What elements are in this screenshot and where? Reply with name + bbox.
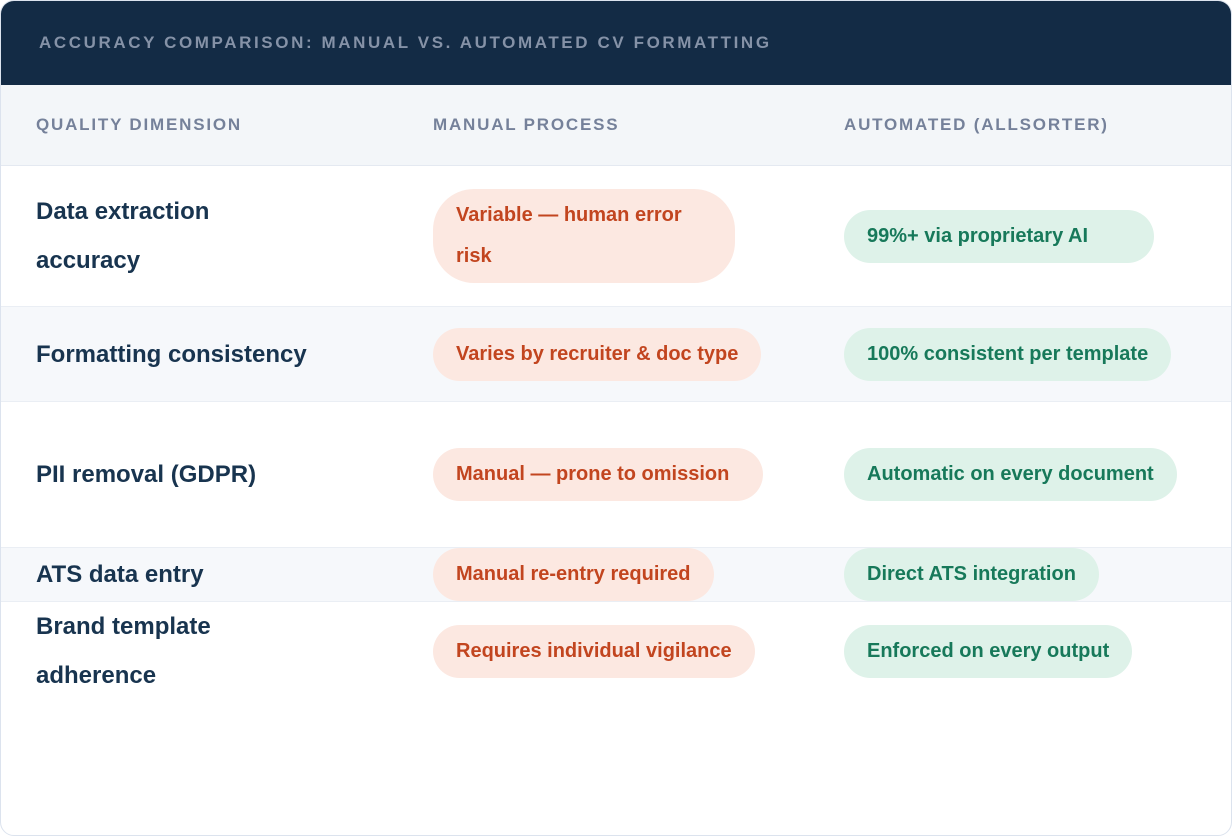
table-row: PII removal (GDPR) Manual — prone to omi…	[1, 401, 1231, 547]
automated-value-pill: 99%+ via proprietary AI	[844, 209, 1154, 263]
dimension-label: PII removal (GDPR)	[36, 461, 257, 488]
table-row: Brand template adherence Requires indivi…	[1, 601, 1231, 700]
table-row: Data extraction accuracy Variable — huma…	[1, 166, 1231, 306]
table-row: ATS data entry Manual re-entry required …	[1, 547, 1231, 601]
manual-value-pill: Manual — prone to omission	[433, 448, 763, 501]
table-row: Formatting consistency Varies by recruit…	[1, 306, 1231, 401]
automated-value-pill: 100% consistent per template	[844, 327, 1172, 381]
table-title-bar: ACCURACY COMPARISON: MANUAL VS. AUTOMATE…	[1, 1, 1231, 85]
dimension-label: Formatting consistency	[36, 340, 307, 368]
manual-value-pill: Manual re-entry required	[433, 548, 714, 601]
manual-value-pill: Varies by recruiter & doc type	[433, 327, 762, 381]
automated-value-pill: Automatic on every document	[844, 448, 1177, 501]
dimension-label: Data extraction accuracy	[36, 198, 210, 274]
table-title: ACCURACY COMPARISON: MANUAL VS. AUTOMATE…	[39, 33, 772, 52]
manual-value-pill: Variable — human error risk	[433, 189, 735, 283]
column-header-row: QUALITY DIMENSION MANUAL PROCESS AUTOMAT…	[1, 85, 1231, 166]
automated-value-pill: Direct ATS integration	[844, 548, 1099, 601]
dimension-label: ATS data entry	[36, 561, 204, 588]
automated-value-pill: Enforced on every output	[844, 624, 1133, 678]
column-header-quality-dimension: QUALITY DIMENSION	[36, 115, 242, 134]
manual-value-pill: Requires individual vigilance	[433, 624, 755, 678]
column-header-manual-process: MANUAL PROCESS	[433, 115, 620, 134]
dimension-label: Brand template adherence	[36, 613, 211, 689]
column-header-automated-allsorter: AUTOMATED (ALLSORTER)	[844, 115, 1109, 134]
